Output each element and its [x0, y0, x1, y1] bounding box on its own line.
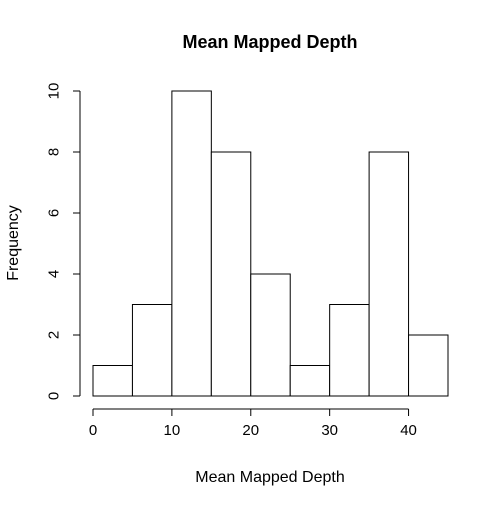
- histogram-bar-8: [409, 335, 448, 396]
- y-tick-label-1: 2: [46, 331, 63, 339]
- x-tick-label-3: 30: [321, 422, 338, 439]
- x-axis: 0 10 20 30 40: [89, 409, 417, 439]
- histogram-bar-3: [211, 152, 250, 396]
- y-tick-label-4: 8: [46, 148, 63, 156]
- x-tick-label-0: 0: [89, 422, 97, 439]
- histogram-bar-6: [330, 305, 369, 397]
- x-tick-label-1: 10: [164, 422, 181, 439]
- x-axis-label: Mean Mapped Depth: [195, 469, 344, 486]
- histogram-bar-1: [132, 305, 171, 397]
- histogram-bar-4: [251, 274, 290, 396]
- y-axis: 0 2 4 6 8 10: [46, 83, 81, 401]
- histogram-bar-0: [93, 366, 132, 397]
- histogram-bar-2: [172, 91, 211, 396]
- chart-title: Mean Mapped Depth: [182, 32, 357, 52]
- bars-layer: [93, 91, 448, 396]
- x-tick-label-2: 20: [242, 422, 259, 439]
- histogram-bar-7: [369, 152, 408, 396]
- y-tick-label-2: 4: [46, 270, 63, 278]
- y-tick-label-0: 0: [46, 392, 63, 400]
- histogram-bar-5: [290, 366, 329, 397]
- y-tick-label-5: 10: [46, 83, 63, 100]
- x-tick-label-4: 40: [400, 422, 417, 439]
- y-tick-label-3: 6: [46, 209, 63, 217]
- y-axis-label: Frequency: [5, 205, 22, 281]
